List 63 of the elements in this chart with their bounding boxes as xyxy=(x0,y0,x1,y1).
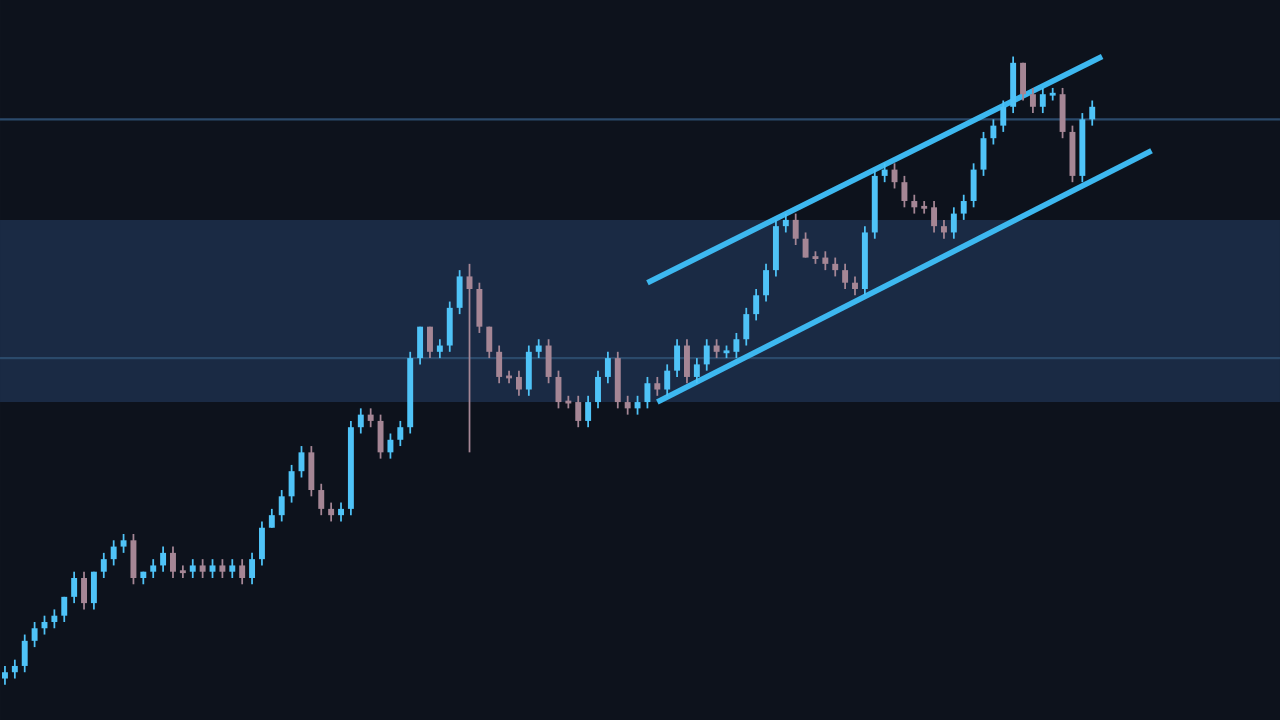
candlestick xyxy=(713,338,720,359)
candlestick xyxy=(387,432,394,460)
candlestick xyxy=(318,482,325,517)
candlestick xyxy=(189,558,196,579)
candlestick xyxy=(199,558,206,579)
candlestick xyxy=(842,262,849,290)
candlestick xyxy=(31,621,38,648)
candlestick xyxy=(120,533,127,554)
candlestick xyxy=(268,508,275,529)
candlestick xyxy=(328,501,335,523)
candlestick xyxy=(822,250,829,272)
candlestick xyxy=(901,175,908,209)
candlestick xyxy=(753,288,760,322)
candlestick xyxy=(1,665,8,686)
candlestick xyxy=(1089,99,1096,127)
candlestick xyxy=(1039,87,1046,114)
candlestick xyxy=(150,558,157,579)
candlestick xyxy=(1029,87,1036,114)
candlestick xyxy=(782,212,789,234)
candlestick xyxy=(239,558,246,586)
candlestick xyxy=(11,658,18,680)
candlestick xyxy=(160,545,167,573)
candlestick xyxy=(357,407,364,435)
candlestick xyxy=(624,394,631,416)
candlestick xyxy=(881,162,888,184)
candlestick xyxy=(852,275,858,297)
candlestick xyxy=(219,558,226,579)
candlestick xyxy=(832,256,839,278)
candlestick xyxy=(575,394,582,429)
candlestick xyxy=(931,200,938,234)
candlestick xyxy=(71,570,78,605)
candlestick xyxy=(990,118,997,146)
candlestick xyxy=(911,193,918,215)
candlestick xyxy=(100,551,107,579)
candlestick xyxy=(338,501,344,523)
candlestick xyxy=(644,376,651,410)
candlestick xyxy=(940,219,947,240)
candlestick xyxy=(703,338,710,372)
candlestick xyxy=(51,608,58,630)
candlestick xyxy=(110,539,117,567)
candlestick xyxy=(792,212,799,246)
candlestick xyxy=(960,193,967,221)
candlestick xyxy=(367,407,374,429)
candlestick xyxy=(229,558,236,579)
candlestick xyxy=(278,489,285,523)
candlestick xyxy=(654,376,661,397)
candlestick xyxy=(249,551,256,586)
candlestick xyxy=(397,420,404,447)
candlestick xyxy=(209,558,216,579)
candlestick xyxy=(170,545,176,579)
candlestick xyxy=(950,206,957,240)
candlestick xyxy=(535,338,542,359)
candlestick xyxy=(664,363,671,397)
candlestick xyxy=(585,394,592,429)
candlestick xyxy=(61,595,68,623)
candlestick xyxy=(693,357,700,385)
candlestick xyxy=(634,394,641,416)
candlestick xyxy=(1000,99,1007,133)
candlestick xyxy=(515,369,522,397)
candlestick xyxy=(436,338,443,359)
candlestick xyxy=(802,231,809,259)
candlestick xyxy=(604,350,611,385)
candlestick xyxy=(733,332,740,359)
